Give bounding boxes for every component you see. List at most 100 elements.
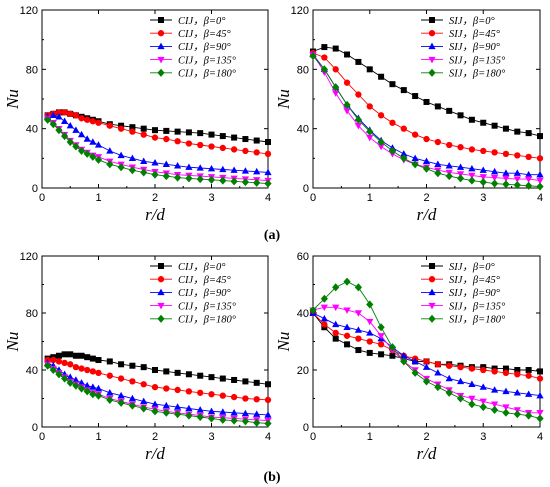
data-point — [502, 150, 510, 158]
x-axis-title: r/d — [417, 444, 437, 463]
data-point — [514, 152, 521, 159]
data-point — [230, 393, 238, 401]
data-point — [422, 157, 431, 164]
data-point — [502, 125, 509, 132]
data-point — [411, 357, 419, 365]
series-line — [312, 46, 541, 137]
data-point — [468, 164, 476, 172]
x-axis-title: r/d — [145, 205, 165, 224]
data-point — [446, 141, 453, 149]
data-point — [208, 143, 215, 150]
legend-label: CIJ，β=180° — [178, 315, 237, 326]
data-point — [388, 146, 397, 155]
data-point — [94, 391, 103, 400]
data-point — [72, 352, 79, 359]
legend-label: SIJ，β=135° — [449, 301, 506, 312]
x-tick-label: 4 — [537, 192, 543, 204]
legend-marker — [428, 30, 436, 37]
data-point — [83, 387, 91, 396]
data-point — [309, 306, 317, 315]
data-point — [230, 409, 238, 416]
data-point — [84, 116, 91, 123]
data-point — [174, 138, 181, 145]
data-point — [457, 144, 464, 151]
data-point — [332, 304, 340, 312]
data-point — [219, 133, 226, 140]
legend-label: CIJ，β=90° — [178, 288, 231, 299]
y-tick-label: 120 — [291, 5, 309, 17]
legend-marker — [428, 276, 436, 283]
data-point — [320, 314, 328, 322]
data-point — [468, 176, 476, 185]
data-point — [67, 361, 74, 368]
data-point — [163, 135, 170, 143]
data-point — [230, 166, 238, 173]
data-point — [162, 172, 170, 181]
data-point — [106, 389, 114, 396]
data-point — [241, 178, 249, 187]
legend-marker — [428, 288, 436, 296]
series-2 — [44, 356, 272, 404]
data-point — [422, 164, 431, 173]
data-point — [491, 167, 499, 175]
data-point — [320, 304, 328, 312]
data-point — [151, 383, 159, 391]
y-tick-label: 40 — [26, 365, 38, 377]
data-point — [219, 176, 227, 185]
data-point — [264, 168, 272, 176]
data-point — [513, 410, 521, 419]
data-point — [536, 391, 544, 399]
data-point — [253, 178, 261, 187]
series-line — [312, 281, 541, 419]
data-point — [207, 414, 216, 423]
data-point — [536, 182, 544, 191]
legend-label: CIJ，β=0° — [178, 262, 226, 273]
data-point — [457, 112, 464, 119]
data-point — [253, 396, 260, 403]
data-point — [95, 119, 102, 126]
data-point — [366, 338, 373, 345]
data-point — [84, 366, 91, 374]
x-tick-label: 3 — [480, 192, 486, 204]
data-point — [140, 397, 148, 405]
data-point — [366, 318, 374, 326]
data-point — [106, 122, 113, 129]
data-point — [231, 376, 238, 383]
data-point — [152, 127, 158, 134]
legend-marker — [428, 42, 436, 50]
data-point — [355, 58, 362, 65]
data-point — [434, 369, 442, 376]
data-point — [389, 119, 396, 126]
data-point — [525, 176, 533, 183]
legend: SIJ，β=0° SIJ，β=45° SIJ，β=90° SIJ，β=135° SIJ，… — [421, 16, 506, 80]
data-point — [332, 283, 340, 292]
data-point — [207, 175, 216, 184]
data-point — [502, 169, 510, 176]
legend-label: SIJ，β=180° — [449, 69, 506, 80]
data-point — [411, 160, 419, 169]
data-point — [44, 115, 52, 124]
data-point — [230, 146, 238, 153]
data-point — [253, 149, 260, 156]
data-point — [400, 150, 408, 157]
data-point — [140, 381, 147, 388]
series-3 — [44, 359, 272, 418]
data-point — [468, 395, 476, 403]
data-point — [219, 165, 227, 173]
data-point — [514, 371, 521, 378]
data-point — [106, 395, 114, 404]
data-point — [231, 134, 238, 141]
data-point — [230, 177, 238, 186]
legend-label: SIJ，β=0° — [449, 262, 495, 273]
x-tick-label: 2 — [152, 431, 158, 443]
legend: SIJ，β=0° SIJ，β=45° SIJ，β=90° SIJ，β=135° SIJ，… — [421, 262, 506, 326]
data-point — [49, 111, 57, 119]
x-axis-title: r/d — [417, 205, 437, 224]
data-point — [332, 90, 340, 97]
data-point — [94, 384, 103, 392]
data-point — [343, 332, 351, 339]
data-point — [94, 155, 103, 164]
data-point — [423, 358, 430, 365]
y-tick-label: 80 — [297, 64, 309, 76]
data-point — [354, 326, 362, 333]
